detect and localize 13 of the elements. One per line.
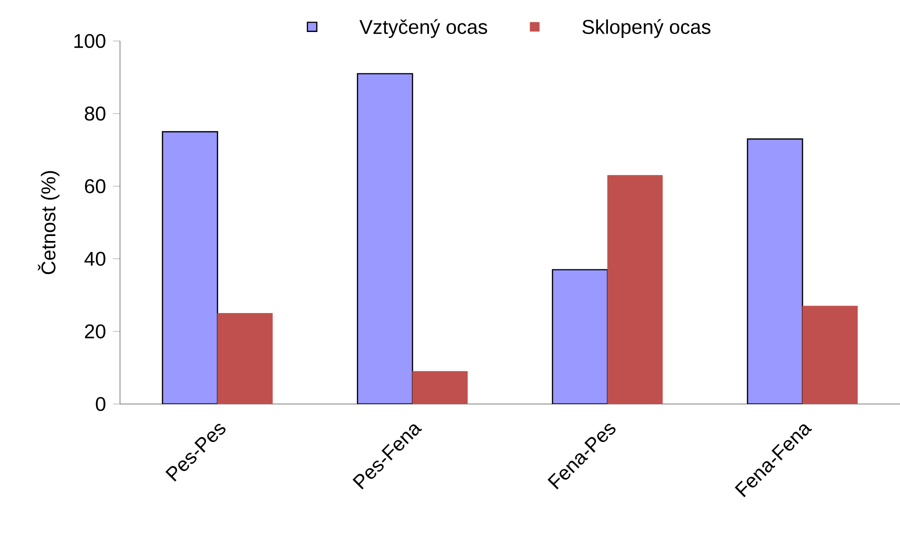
y-tick-label: 0 (96, 396, 106, 412)
y-axis-title: Četnost (%) (38, 171, 60, 274)
y-tick-label: 40 (84, 252, 106, 266)
y-tick-label: 60 (85, 179, 106, 194)
legend-label: Sklopený ocas (582, 19, 710, 38)
legend-label: Vztyčený ocas (359, 19, 488, 38)
bar (356, 73, 414, 404)
bar (746, 138, 804, 404)
bar (552, 269, 608, 404)
bar (162, 131, 218, 404)
y-tick-label: 80 (84, 106, 106, 121)
y-tick-label: 100 (74, 34, 106, 48)
y-tick-label: 20 (84, 324, 106, 338)
